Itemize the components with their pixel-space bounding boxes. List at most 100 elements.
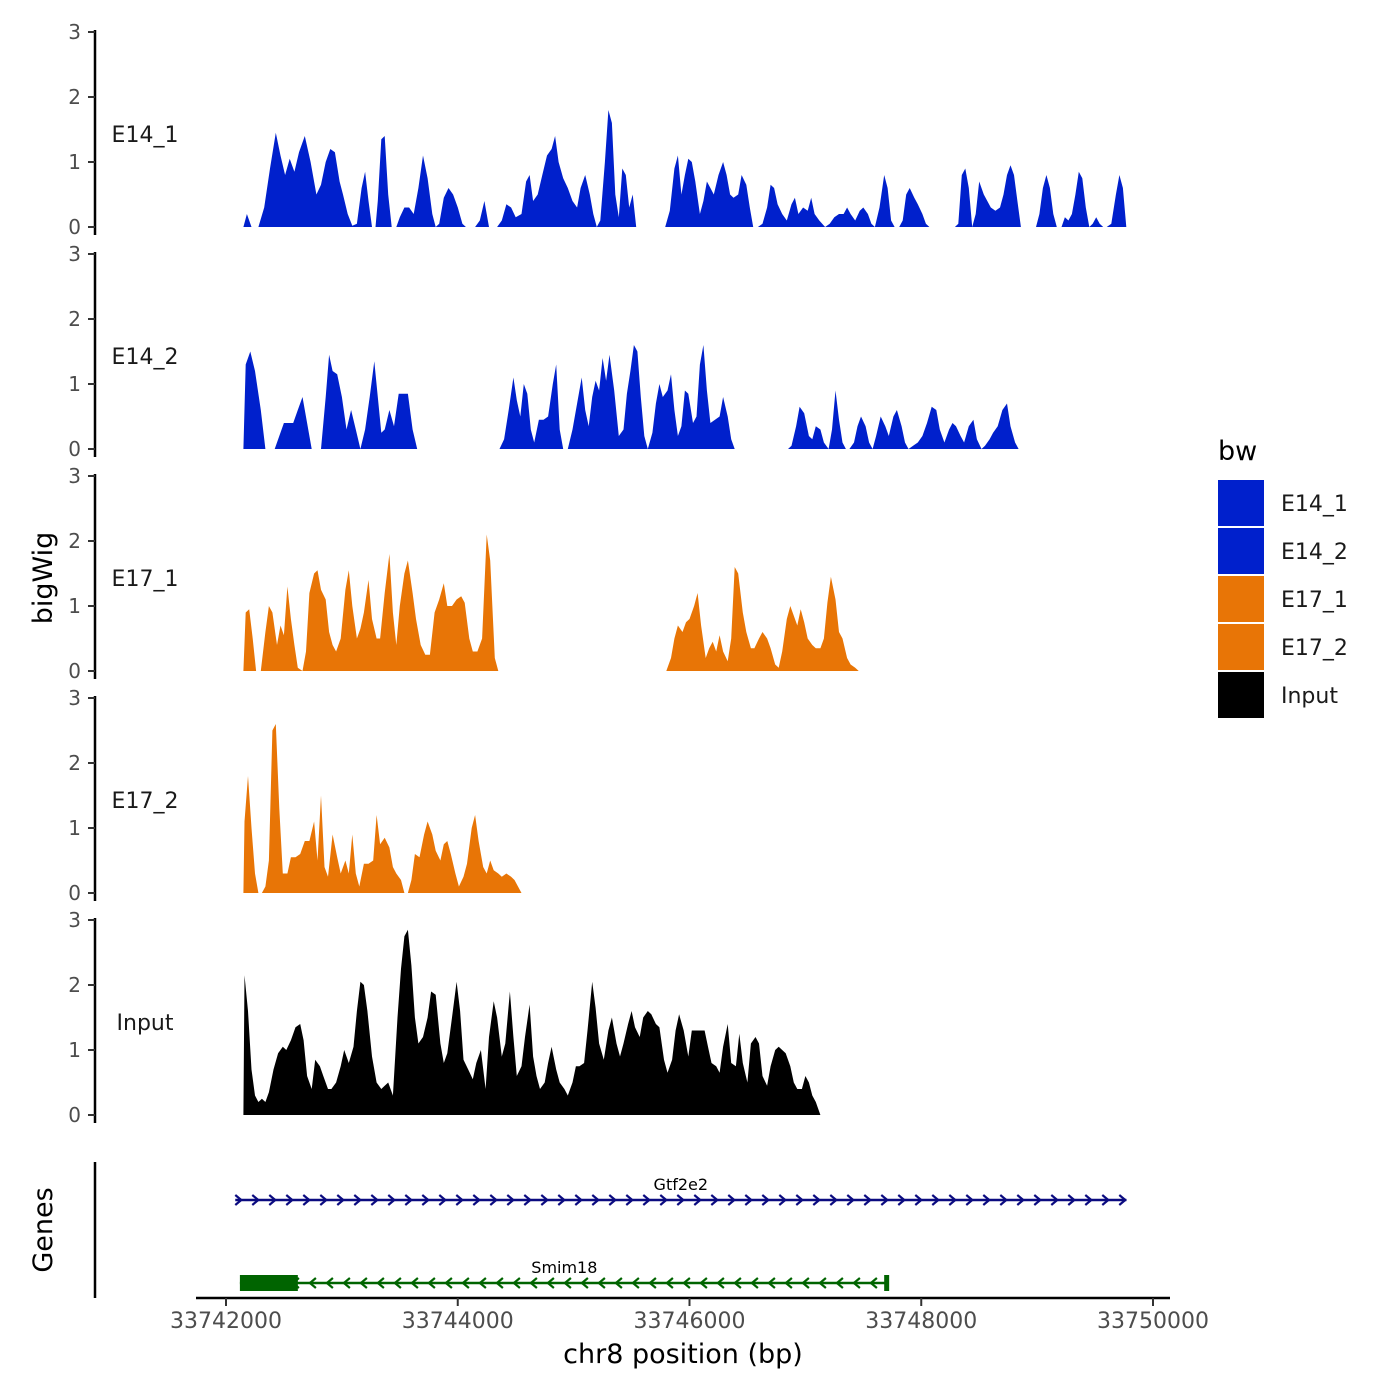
strand-chevron [376,1277,385,1289]
y-tick-label: 2 [68,307,81,331]
track-E14_1: 0 1 2 3 E14_1 [68,20,1127,239]
strand-chevron [914,1194,923,1206]
track-E14_2: 0 1 2 3 E14_2 [68,242,1126,461]
y-tick-label: 0 [68,659,81,683]
strand-chevron [625,1194,634,1206]
strand-chevron [234,1194,243,1206]
track-label: E14_1 [112,123,179,148]
y-tick-label: 3 [68,464,81,488]
legend-swatch-E17_2 [1218,624,1264,670]
legend-label: Input [1281,684,1338,709]
exon [239,1275,298,1291]
strand-chevron [716,1277,725,1289]
strand-chevron [693,1194,702,1206]
strand-chevron [767,1277,776,1289]
strand-chevron [319,1194,328,1206]
strand-chevron [812,1194,821,1206]
strand-chevron [999,1194,1008,1206]
strand-chevron [251,1194,260,1206]
strand-chevron [1101,1194,1110,1206]
strand-chevron [818,1277,827,1289]
signal-area-E14_2 [243,345,1126,449]
signal-area-Input [243,929,1127,1115]
strand-chevron [325,1277,334,1289]
strand-chevron [421,1194,430,1206]
strand-chevron [359,1277,368,1289]
y-tick-label: 1 [68,594,81,618]
strand-chevron [591,1194,600,1206]
track-E17_1: 0 1 2 3 E17_1 [68,464,1127,683]
strand-chevron [1084,1194,1093,1206]
strand-chevron [710,1194,719,1206]
x-tick-label: 33750000 [1097,1309,1209,1334]
gene-Smim18: Smim18 [239,1258,890,1291]
strand-chevron [965,1194,974,1206]
strand-chevron [1067,1194,1076,1206]
signal-area-E17_2 [243,724,1127,893]
legend-swatch-E14_1 [1218,480,1264,526]
strand-chevron [631,1277,640,1289]
gene-Gtf2e2: Gtf2e2 [234,1175,1127,1206]
strand-chevron [795,1194,804,1206]
gene-label: Gtf2e2 [654,1175,709,1194]
strand-chevron [727,1194,736,1206]
strand-chevron [427,1277,436,1289]
strand-chevron [880,1194,889,1206]
strand-chevron [393,1277,402,1289]
exon [884,1275,890,1291]
strand-chevron [863,1194,872,1206]
track-E17_2: 0 1 2 3 E17_2 [68,686,1127,905]
y-tick-label: 1 [68,150,81,174]
strand-chevron [784,1277,793,1289]
x-axis-title: chr8 position (bp) [563,1339,803,1370]
x-tick-label: 33746000 [634,1309,746,1334]
strand-chevron [846,1194,855,1206]
strand-chevron [1033,1194,1042,1206]
strand-chevron [461,1277,470,1289]
strand-chevron [869,1277,878,1289]
strand-chevron [778,1194,787,1206]
strand-chevron [489,1194,498,1206]
legend-label: E17_2 [1281,636,1348,661]
strand-chevron [285,1194,294,1206]
y-tick-label: 1 [68,1038,81,1062]
strand-chevron [801,1277,810,1289]
strand-chevron [580,1277,589,1289]
y-tick-label: 1 [68,372,81,396]
y-axis-title: bigWig [28,532,59,625]
y-tick-label: 2 [68,529,81,553]
track-label: E17_1 [112,567,179,592]
strand-chevron [342,1277,351,1289]
x-axis: 33742000 33744000 33746000 33748000 33750000 [170,1296,1209,1334]
strand-chevron [563,1277,572,1289]
legend-swatch-Input [1218,672,1264,718]
strand-chevron [512,1277,521,1289]
y-tick-label: 2 [68,751,81,775]
strand-chevron [665,1277,674,1289]
strand-chevron [540,1194,549,1206]
strand-chevron [478,1277,487,1289]
strand-chevron [648,1277,657,1289]
track-label: E14_2 [112,345,179,370]
strand-chevron [336,1194,345,1206]
strand-chevron [455,1194,464,1206]
y-tick-label: 1 [68,816,81,840]
y-tick-label: 3 [68,908,81,932]
strand-chevron [404,1194,413,1206]
strand-chevron [733,1277,742,1289]
strand-chevron [574,1194,583,1206]
legend-label: E14_2 [1281,540,1348,565]
x-tick-label: 33748000 [865,1309,977,1334]
strand-chevron [642,1194,651,1206]
y-tick-label: 3 [68,242,81,266]
strand-chevron [659,1194,668,1206]
strand-chevron [608,1194,617,1206]
strand-chevron [523,1194,532,1206]
tracks-layer: 0 1 2 3 E14_1 0 1 2 3 E14_2 0 1 2 3 E17_1 0 1 2 3 E17_2 0 1 2 3… [68,20,1127,1127]
strand-chevron [546,1277,555,1289]
strand-chevron [472,1194,481,1206]
strand-chevron [370,1194,379,1206]
legend-swatch-E17_1 [1218,576,1264,622]
legend-swatch-E14_2 [1218,528,1264,574]
